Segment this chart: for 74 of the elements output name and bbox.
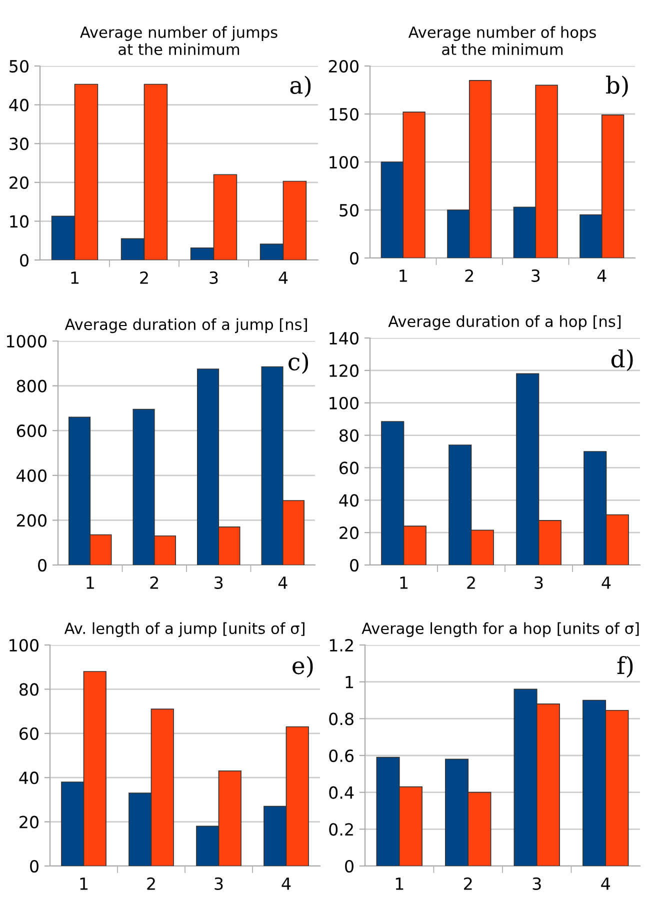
x-tick-label: 2	[464, 877, 472, 890]
x-tick-label: 4	[282, 878, 291, 890]
y-tick-label: 0	[350, 558, 358, 572]
x-tick-label: 2	[147, 877, 155, 890]
y-tick-label: 100	[330, 396, 358, 410]
y-tick-label: 0.6	[329, 749, 354, 762]
y-tick-label: 200	[16, 514, 46, 527]
y-tick-label: 20	[20, 816, 38, 828]
x-tick-label: 4	[597, 270, 606, 282]
x-tick-label: 3	[532, 877, 541, 890]
x-tick-label: 1	[396, 878, 404, 890]
y-tick-label: 80	[340, 429, 358, 442]
x-tick-label: 4	[278, 272, 288, 284]
y-tick-label: 0.4	[329, 786, 354, 799]
annotation: b)	[606, 76, 628, 98]
y-tick-label: 20	[340, 526, 358, 540]
x-tick-label: 4	[602, 576, 611, 589]
y-tick-label: 0	[38, 558, 46, 572]
y-tick-label: 50	[340, 204, 358, 217]
annotation: e)	[292, 656, 313, 678]
x-tick-label: 4	[601, 878, 610, 890]
chart-title: Average length for a hop [units of σ]	[362, 622, 639, 638]
y-tick-label: 150	[330, 108, 358, 121]
x-tick-label: 1	[400, 576, 408, 589]
annotation: c)	[288, 352, 308, 374]
y-tick-label: 40	[339, 494, 358, 507]
x-tick-label: 1	[400, 270, 407, 282]
y-tick-label: 0	[345, 860, 354, 873]
y-tick-label: 1	[346, 676, 354, 688]
y-tick-label: 30	[10, 138, 28, 150]
x-tick-label: 3	[210, 271, 218, 284]
y-tick-label: 0	[350, 252, 358, 265]
x-tick-label: 1	[86, 576, 94, 589]
chart-title: Av. length of a jump [units of σ]	[64, 622, 304, 638]
y-tick-label: 50	[10, 60, 28, 73]
y-tick-label: 140	[330, 332, 358, 345]
y-tick-label: 600	[16, 424, 46, 438]
annotation: a)	[290, 76, 311, 98]
y-tick-label: 100	[10, 638, 38, 652]
y-tick-label: 60	[20, 727, 38, 740]
y-tick-label: 0.8	[329, 712, 354, 726]
chart-title: Average duration of a hop [ns]	[388, 315, 621, 330]
chart-title: Average number of jumps at the minimum	[80, 26, 278, 56]
x-tick-label: 2	[465, 269, 474, 282]
x-tick-label: 1	[71, 272, 79, 284]
x-tick-label: 3	[532, 269, 540, 282]
y-tick-label: 80	[20, 683, 38, 696]
x-tick-label: 3	[534, 576, 543, 590]
y-tick-label: 100	[330, 156, 358, 169]
y-tick-label: 40	[9, 98, 28, 112]
y-tick-label: 0	[30, 860, 38, 873]
x-tick-label: 3	[214, 877, 223, 890]
y-tick-label: 120	[330, 364, 358, 377]
y-tick-label: 0.2	[329, 823, 353, 836]
chart-title: Average number of hops at the minimum	[408, 26, 596, 56]
annotation: d)	[611, 349, 633, 371]
y-tick-label: 400	[16, 469, 46, 482]
x-tick-label: 2	[467, 576, 475, 589]
y-tick-label: 200	[328, 60, 358, 73]
y-tick-label: 1000	[6, 334, 46, 348]
x-tick-label: 4	[278, 576, 288, 589]
y-tick-label: 10	[10, 215, 28, 228]
y-tick-label: 0	[20, 254, 28, 267]
x-tick-label: 3	[214, 576, 223, 590]
y-tick-label: 40	[19, 772, 38, 784]
x-tick-label: 2	[140, 271, 148, 284]
y-tick-label: 60	[340, 462, 358, 474]
annotation: f)	[617, 656, 633, 678]
y-tick-label: 800	[16, 380, 46, 392]
x-tick-label: 2	[150, 576, 158, 589]
chart-title: Average duration of a jump [ns]	[64, 318, 307, 334]
x-tick-label: 1	[80, 878, 88, 890]
y-tick-label: 1.2	[330, 638, 353, 652]
y-tick-label: 20	[10, 176, 28, 189]
